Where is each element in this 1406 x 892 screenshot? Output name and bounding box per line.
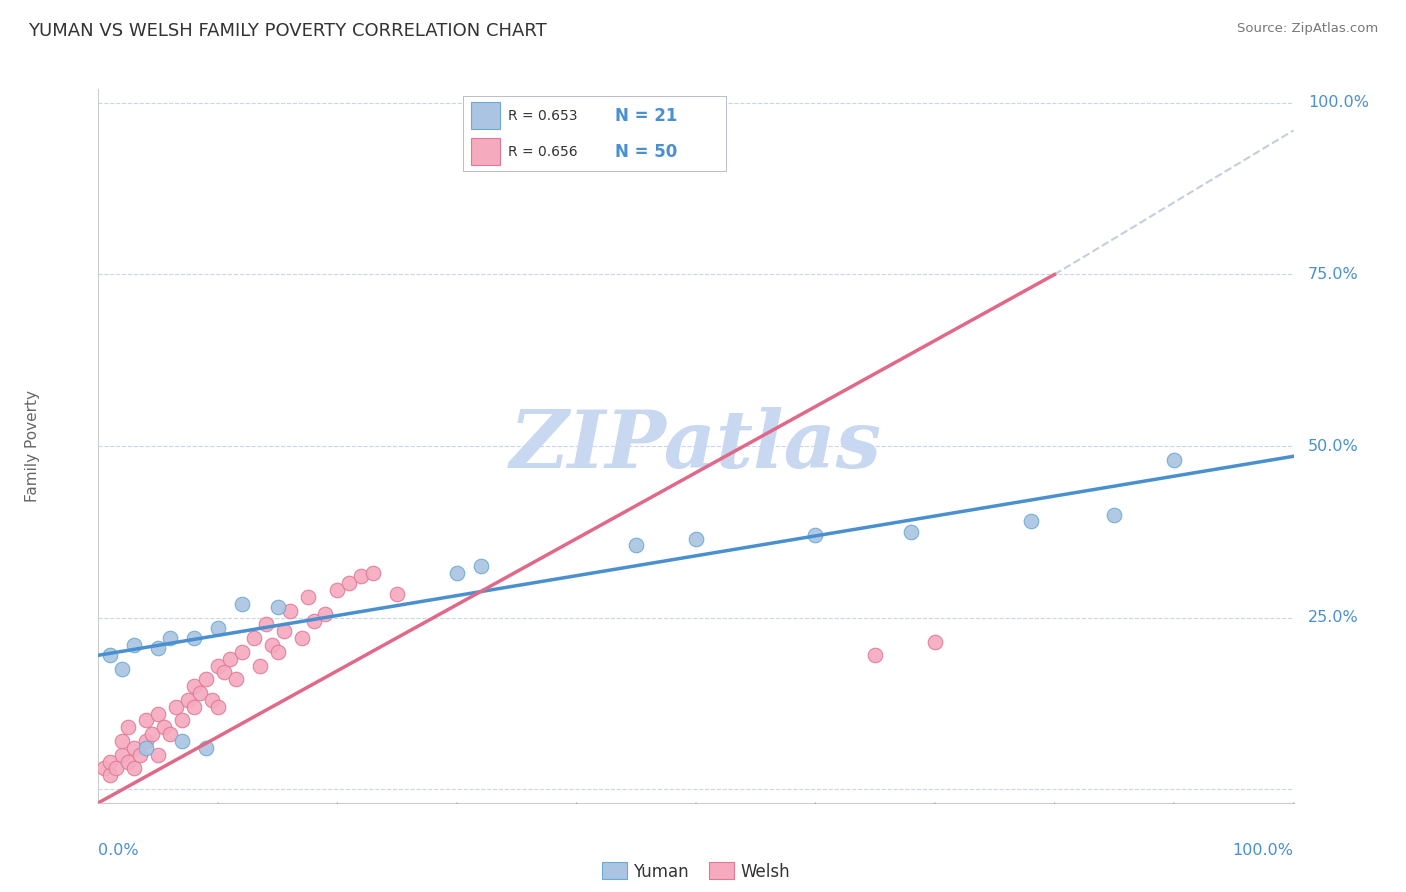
- Point: [183, 699, 205, 714]
- Point: [278, 604, 301, 618]
- Point: [685, 532, 707, 546]
- Point: [290, 631, 312, 645]
- Point: [267, 645, 290, 659]
- Point: [219, 651, 242, 665]
- Point: [172, 714, 194, 728]
- Point: [863, 648, 886, 663]
- Text: 100.0%: 100.0%: [1308, 95, 1369, 111]
- Point: [124, 638, 146, 652]
- Point: [111, 747, 134, 762]
- Text: 50.0%: 50.0%: [1308, 439, 1358, 453]
- Point: [804, 528, 827, 542]
- Point: [105, 762, 128, 776]
- Point: [243, 631, 266, 645]
- Point: [207, 658, 229, 673]
- Text: 100.0%: 100.0%: [1233, 843, 1294, 858]
- Point: [98, 755, 122, 769]
- Point: [111, 734, 134, 748]
- Point: [117, 755, 139, 769]
- Point: [148, 706, 170, 721]
- Point: [207, 699, 229, 714]
- Point: [117, 720, 139, 734]
- Text: 75.0%: 75.0%: [1308, 267, 1358, 282]
- Text: 0.0%: 0.0%: [98, 843, 139, 858]
- Point: [93, 762, 115, 776]
- Point: [1163, 452, 1185, 467]
- Point: [1102, 508, 1125, 522]
- Point: [172, 734, 194, 748]
- Legend: Yuman, Welsh: Yuman, Welsh: [595, 855, 797, 888]
- Point: [98, 648, 122, 663]
- Point: [225, 673, 247, 687]
- Point: [165, 699, 187, 714]
- Point: [159, 631, 181, 645]
- Point: [297, 590, 319, 604]
- Point: [188, 686, 211, 700]
- Point: [183, 631, 205, 645]
- Text: ZIPatlas: ZIPatlas: [510, 408, 882, 484]
- Point: [124, 740, 146, 755]
- Point: [194, 740, 217, 755]
- Point: [207, 621, 229, 635]
- Point: [124, 762, 146, 776]
- Point: [194, 673, 217, 687]
- Point: [135, 714, 157, 728]
- Point: [273, 624, 295, 639]
- Point: [135, 734, 157, 748]
- Text: 25.0%: 25.0%: [1308, 610, 1358, 625]
- Point: [446, 566, 468, 580]
- Point: [153, 720, 176, 734]
- Point: [624, 539, 647, 553]
- Point: [141, 727, 163, 741]
- Point: [135, 740, 157, 755]
- Point: [148, 641, 170, 656]
- Point: [177, 693, 200, 707]
- Point: [302, 614, 325, 628]
- Point: [900, 524, 922, 539]
- Point: [148, 747, 170, 762]
- Point: [183, 679, 205, 693]
- Point: [1019, 515, 1042, 529]
- Point: [260, 638, 283, 652]
- Point: [201, 693, 224, 707]
- Point: [98, 768, 122, 782]
- Point: [231, 597, 253, 611]
- Text: Source: ZipAtlas.com: Source: ZipAtlas.com: [1237, 22, 1378, 36]
- Point: [326, 583, 349, 598]
- Point: [267, 600, 290, 615]
- Point: [129, 747, 152, 762]
- Point: [249, 658, 271, 673]
- Point: [315, 607, 337, 621]
- Text: Family Poverty: Family Poverty: [25, 390, 41, 502]
- Point: [363, 566, 385, 580]
- Point: [254, 617, 277, 632]
- Point: [350, 569, 373, 583]
- Point: [337, 576, 360, 591]
- Point: [212, 665, 235, 680]
- Text: YUMAN VS WELSH FAMILY POVERTY CORRELATION CHART: YUMAN VS WELSH FAMILY POVERTY CORRELATIO…: [28, 22, 547, 40]
- Point: [924, 634, 946, 648]
- Point: [385, 586, 409, 600]
- Point: [231, 645, 253, 659]
- Point: [470, 559, 492, 574]
- Point: [159, 727, 181, 741]
- Point: [111, 662, 134, 676]
